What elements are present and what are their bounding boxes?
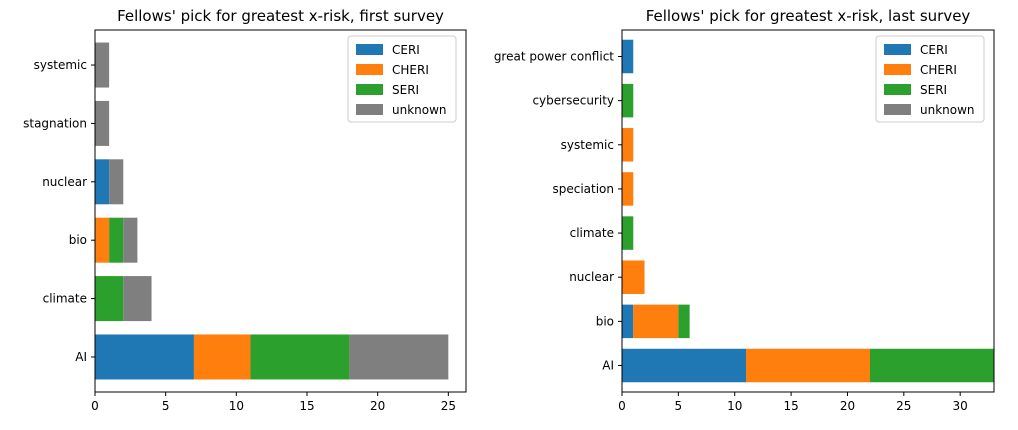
legend-label-seri: SERI bbox=[392, 83, 419, 97]
bar-systemic-unknown bbox=[95, 42, 110, 88]
legend-label-unknown: unknown bbox=[920, 103, 975, 117]
legend-label-unknown: unknown bbox=[392, 103, 447, 117]
legend-swatch-seri bbox=[884, 84, 911, 95]
legend-label-ceri: CERI bbox=[392, 43, 420, 57]
bar-ai-cheri bbox=[193, 334, 251, 380]
bar-climate-unknown bbox=[123, 276, 152, 322]
bar-great-power-conflict-ceri bbox=[622, 39, 634, 74]
x-tick-label: 20 bbox=[840, 399, 855, 413]
legend-label-cheri: CHERI bbox=[392, 63, 429, 77]
x-tick-label: 5 bbox=[675, 399, 683, 413]
legend-box bbox=[875, 35, 985, 123]
x-tick-label: 0 bbox=[618, 399, 626, 413]
chart-title: Fellows' pick for greatest x-risk, last … bbox=[646, 7, 971, 25]
x-tick-label: 0 bbox=[91, 399, 99, 413]
bar-bio-ceri bbox=[622, 304, 634, 339]
legend-box bbox=[347, 35, 457, 123]
legend-label-ceri: CERI bbox=[920, 43, 948, 57]
y-tick-label: bio bbox=[69, 233, 87, 247]
bar-climate-seri bbox=[622, 216, 634, 250]
plot-frame bbox=[94, 29, 467, 393]
bar-ai-cheri bbox=[746, 348, 870, 383]
bar-systemic-cheri bbox=[622, 128, 634, 162]
y-axis: AI bio nuclear climate speciation systemic cyb… bbox=[494, 49, 622, 373]
bar-cybersecurity-seri bbox=[622, 83, 634, 118]
legend-swatch-cheri bbox=[356, 64, 383, 75]
y-tick-label: great power conflict bbox=[494, 49, 614, 63]
bar-nuclear-unknown bbox=[109, 159, 124, 205]
y-tick-label: AI bbox=[602, 359, 614, 373]
y-tick-label: AI bbox=[75, 350, 87, 364]
chart-title: Fellows' pick for greatest x-risk, first… bbox=[117, 7, 444, 25]
x-tick-label: 15 bbox=[783, 399, 798, 413]
x-tick-label: 5 bbox=[162, 399, 170, 413]
y-tick-label: bio bbox=[596, 314, 614, 328]
bar-bio-seri bbox=[109, 217, 124, 263]
legend: CERI CHERI SERI unknown bbox=[347, 35, 457, 123]
bar-ai-seri bbox=[250, 334, 350, 380]
chart-last-survey: Fellows' pick for greatest x-risk, last … bbox=[494, 7, 995, 413]
bar-ai-ceri bbox=[622, 348, 746, 383]
y-tick-label: speciation bbox=[552, 182, 614, 196]
legend: CERI CHERI SERI unknown bbox=[875, 35, 985, 123]
x-axis: 0 5 10 15 20 25 bbox=[91, 392, 456, 413]
legend-swatch-unknown bbox=[356, 104, 383, 115]
y-tick-label: cybersecurity bbox=[532, 94, 614, 108]
plot-frame bbox=[621, 29, 995, 393]
y-tick-label: climate bbox=[43, 292, 87, 306]
bar-speciation-cheri bbox=[622, 172, 634, 206]
x-tick-label: 25 bbox=[896, 399, 911, 413]
legend-label-seri: SERI bbox=[920, 83, 947, 97]
x-axis: 0 5 10 15 20 25 30 bbox=[618, 392, 968, 413]
x-tick-label: 10 bbox=[229, 399, 244, 413]
x-tick-label: 30 bbox=[953, 399, 968, 413]
y-tick-label: systemic bbox=[561, 138, 614, 152]
bar-ai-seri bbox=[870, 348, 994, 383]
bars bbox=[622, 39, 994, 383]
bar-bio-cheri bbox=[95, 217, 110, 263]
x-tick-label: 15 bbox=[299, 399, 314, 413]
legend-swatch-cheri bbox=[884, 64, 911, 75]
legend-label-cheri: CHERI bbox=[920, 63, 957, 77]
bar-bio-unknown bbox=[123, 217, 138, 263]
y-tick-label: nuclear bbox=[569, 270, 614, 284]
legend-swatch-ceri bbox=[356, 44, 383, 55]
bar-bio-seri bbox=[678, 304, 690, 339]
x-tick-label: 25 bbox=[441, 399, 456, 413]
bar-nuclear-cheri bbox=[622, 260, 645, 294]
bar-nuclear-ceri bbox=[95, 159, 110, 205]
y-tick-label: climate bbox=[570, 226, 614, 240]
bar-stagnation-unknown bbox=[95, 100, 110, 146]
bar-ai-unknown bbox=[349, 334, 449, 380]
y-tick-label: stagnation bbox=[23, 116, 87, 130]
bar-ai-ceri bbox=[95, 334, 194, 380]
y-tick-label: nuclear bbox=[42, 175, 87, 189]
x-tick-label: 10 bbox=[727, 399, 742, 413]
chart-first-survey: Fellows' pick for greatest x-risk, first… bbox=[23, 7, 467, 413]
y-tick-label: systemic bbox=[34, 58, 87, 72]
bar-climate-seri bbox=[95, 276, 124, 322]
bars bbox=[95, 42, 449, 380]
legend-swatch-seri bbox=[356, 84, 383, 95]
x-tick-label: 20 bbox=[370, 399, 385, 413]
bar-bio-cheri bbox=[633, 304, 679, 339]
y-axis: AI climate bio nuclear stagnation systemic bbox=[23, 58, 95, 364]
legend-swatch-ceri bbox=[884, 44, 911, 55]
legend-swatch-unknown bbox=[884, 104, 911, 115]
